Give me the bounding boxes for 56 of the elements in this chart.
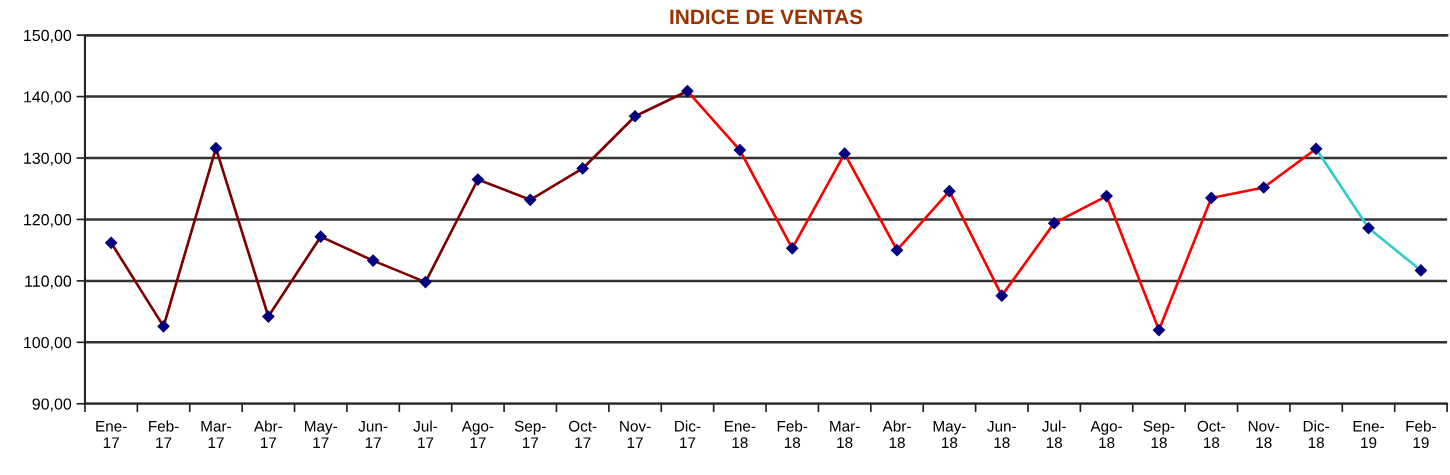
x-tick-label: May-18 (933, 420, 966, 449)
point (890, 243, 904, 257)
x-tick-label: Feb-18 (777, 420, 808, 449)
x-tick-label: Mar-17 (201, 420, 231, 448)
x-tick-label: Abr-18 (882, 420, 911, 449)
x-tick-label: Ago-17 (461, 420, 494, 448)
point (943, 184, 956, 198)
x-tick-label: Ene-19 (1353, 420, 1384, 449)
point (157, 319, 170, 333)
x-tick-label: Sep-17 (514, 420, 546, 448)
x-tick-label: Feb-19 (1406, 420, 1436, 449)
point (838, 147, 851, 161)
x-tick-label: Ene-17 (96, 420, 127, 448)
point (366, 254, 380, 267)
y-tick-label: 130,00 (24, 152, 72, 166)
x-tick-label: Jul-17 (413, 420, 438, 448)
point (523, 193, 537, 207)
x-tick-label: Dic-17 (675, 420, 701, 448)
point (1309, 142, 1323, 156)
point (785, 241, 799, 255)
point (314, 230, 328, 244)
y-tick-label: 120,00 (24, 214, 72, 228)
point (261, 310, 275, 323)
point (1047, 216, 1061, 230)
x-tick-label: Nov-18 (1248, 420, 1280, 449)
x-tick-label: May-17 (305, 420, 338, 448)
x-tick-label: Nov-17 (620, 420, 651, 448)
x-tick-label: Dic-18 (1303, 420, 1330, 449)
x-tick-label: Ene-18 (724, 420, 756, 449)
x-tick-label: Oct-17 (568, 420, 597, 448)
x-tick-label: Jul-18 (1042, 420, 1066, 449)
point (1414, 264, 1428, 277)
y-tick-label: 110,00 (25, 275, 72, 289)
x-tick-label: Sep-18 (1143, 420, 1175, 449)
point (104, 236, 118, 250)
y-tick-label: 150,00 (24, 29, 72, 43)
y-tick-label: 140,00 (24, 91, 72, 105)
point (1257, 181, 1271, 194)
x-tick-label: Jun-17 (358, 420, 388, 448)
point (1152, 323, 1166, 337)
y-tick-label: 100,00 (24, 336, 72, 351)
point (995, 289, 1009, 302)
point (733, 143, 747, 157)
point (209, 141, 223, 155)
x-tick-label: Jun-18 (987, 420, 1016, 449)
x-tick-label: Mar-18 (830, 420, 860, 449)
point (576, 162, 590, 175)
x-tick-label: Feb-17 (149, 420, 179, 448)
x-tick-label: Ago-18 (1090, 420, 1123, 449)
y-tick-label: 90,00 (32, 398, 72, 412)
point (1100, 189, 1113, 203)
point (628, 109, 642, 123)
chart-title: INDICE DE VENTAS (670, 9, 863, 25)
x-tick-label: Abr-17 (253, 420, 283, 448)
x-tick-label: Oct-18 (1197, 420, 1226, 449)
point (1204, 191, 1218, 205)
